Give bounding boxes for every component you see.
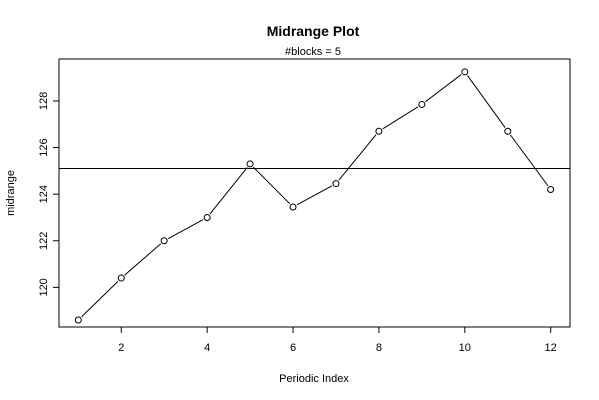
plot-frame [58, 58, 571, 328]
y-axis-label: midrange [5, 170, 17, 216]
x-tick-label: 2 [118, 342, 124, 354]
series-segment [124, 243, 162, 276]
data-point [289, 203, 297, 211]
y-axis: 120 122 124 126 128 [38, 92, 59, 297]
series-segment [425, 74, 462, 103]
data-point [246, 160, 254, 168]
y-tick-label: 128 [38, 92, 50, 110]
x-tick-label: 12 [545, 342, 557, 354]
series-segment [252, 166, 291, 205]
x-tick-label: 6 [290, 342, 296, 354]
y-tick-label: 126 [38, 138, 50, 156]
series-layer [74, 68, 555, 324]
series-segment [467, 75, 506, 128]
data-point [203, 213, 211, 221]
x-tick-label: 4 [204, 342, 210, 354]
x-axis-label: Periodic Index [279, 373, 349, 385]
series-segment [81, 280, 119, 318]
x-axis: 2 4 6 8 10 12 [118, 327, 557, 354]
series-segment [167, 219, 204, 240]
x-tick-label: 10 [459, 342, 471, 354]
data-point [418, 100, 426, 108]
data-point [375, 127, 383, 135]
data-point [504, 127, 512, 135]
x-tick-label: 8 [376, 342, 382, 354]
data-point [117, 274, 125, 282]
y-tick-label: 122 [38, 232, 50, 250]
series-segment [382, 106, 419, 130]
chart-title: Midrange Plot [267, 23, 360, 39]
series-segment [296, 185, 333, 206]
series-segment [338, 134, 377, 181]
data-point [160, 237, 168, 245]
series-segment [510, 134, 549, 187]
data-point [74, 316, 82, 324]
data-point [332, 180, 340, 188]
series-segment [209, 167, 248, 215]
y-tick-label: 124 [38, 185, 50, 203]
data-point [547, 186, 555, 194]
y-tick-label: 120 [38, 278, 50, 296]
data-point [461, 68, 469, 76]
chart-subtitle: #blocks = 5 [285, 46, 341, 58]
